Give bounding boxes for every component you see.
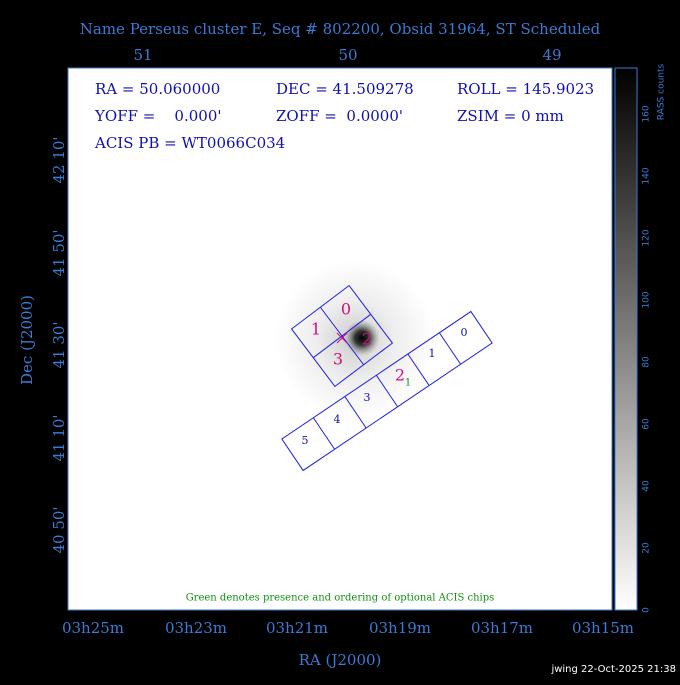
colorbar-tick-label: 100 bbox=[642, 291, 652, 308]
colorbar-tick-label: 40 bbox=[642, 480, 652, 492]
acis-s-chip-label: 4 bbox=[334, 413, 341, 426]
acis-s-chip-label: 5 bbox=[302, 434, 309, 447]
x-axis-title: RA (J2000) bbox=[299, 651, 382, 669]
x-tick-label: 03h25m bbox=[62, 619, 124, 637]
y-axis-title: Dec (J2000) bbox=[18, 295, 36, 385]
top-tick-label: 49 bbox=[542, 46, 561, 64]
acis-i-chip-label: 1 bbox=[311, 320, 321, 339]
optional-chip-marker: 1 bbox=[405, 378, 411, 389]
acis-i-chip-label: 2 bbox=[362, 330, 372, 349]
title: Name Perseus cluster E, Seq # 802200, Ob… bbox=[80, 20, 601, 38]
acis-s-chip-label: 1 bbox=[429, 347, 436, 360]
acis-i-chip-label: 0 bbox=[341, 300, 351, 319]
info-acis: ACIS PB = WT0066C034 bbox=[94, 134, 285, 152]
colorbar-tick-label: 0 bbox=[642, 607, 652, 613]
colorbar-ticks: 0 20 40 60 80 100 120 140 160 bbox=[642, 105, 652, 613]
x-tick-label: 03h23m bbox=[165, 619, 227, 637]
colorbar-tick-label: 60 bbox=[642, 418, 652, 430]
y-tick-label: 42 10' bbox=[50, 136, 68, 183]
info-zoff: ZOFF = 0.0000' bbox=[276, 107, 403, 125]
y-tick-label: 41 10' bbox=[50, 414, 68, 461]
colorbar bbox=[614, 67, 638, 611]
note: Green denotes presence and ordering of o… bbox=[186, 593, 495, 604]
info-ra: RA = 50.060000 bbox=[95, 80, 220, 98]
x-tick-label: 03h15m bbox=[572, 619, 634, 637]
acis-i-chip-label: 3 bbox=[333, 350, 343, 369]
x-tick-label: 03h21m bbox=[266, 619, 328, 637]
info-roll: ROLL = 145.9023 bbox=[457, 80, 594, 98]
top-tick-label: 51 bbox=[133, 46, 152, 64]
top-tick-label: 50 bbox=[338, 46, 357, 64]
acis-s-chip-label: 2 bbox=[395, 366, 405, 385]
acis-s bbox=[281, 310, 493, 472]
info-yoff: YOFF = 0.000' bbox=[94, 107, 222, 125]
colorbar-title: RASS counts bbox=[657, 63, 667, 120]
y-tick-label: 40 50' bbox=[50, 506, 68, 553]
acis-s-chip-label: 3 bbox=[364, 391, 371, 404]
colorbar-tick-label: 140 bbox=[642, 167, 652, 184]
acis-s-chip-label: 0 bbox=[461, 326, 468, 339]
x-tick-label: 03h17m bbox=[471, 619, 533, 637]
colorbar-tick-label: 120 bbox=[642, 229, 652, 246]
info-dec: DEC = 41.509278 bbox=[276, 80, 414, 98]
colorbar-tick-label: 20 bbox=[642, 542, 652, 554]
aimpoint bbox=[336, 332, 348, 344]
cluster-core bbox=[344, 320, 380, 356]
y-tick-label: 41 30' bbox=[50, 321, 68, 368]
colorbar-tick-label: 80 bbox=[642, 356, 652, 368]
info-zsim: ZSIM = 0 mm bbox=[457, 107, 564, 125]
footer: jwing 22-Oct-2025 21:38 bbox=[550, 664, 676, 675]
colorbar-tick-label: 160 bbox=[642, 105, 652, 122]
x-tick-label: 03h19m bbox=[369, 619, 431, 637]
acis-i bbox=[290, 284, 394, 388]
y-tick-label: 41 50' bbox=[50, 229, 68, 276]
